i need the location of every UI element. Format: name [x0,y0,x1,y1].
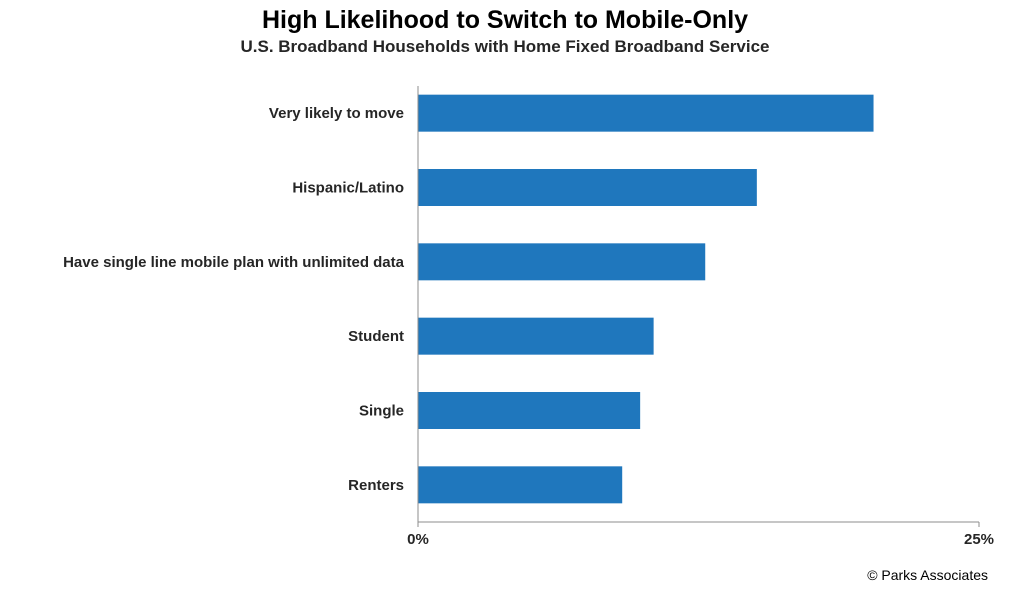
category-label: Single [359,403,404,420]
category-label: Very likely to move [269,105,404,122]
bar-5 [418,466,623,504]
bar-1 [418,169,757,206]
bars-layer [418,94,874,504]
bar-2 [418,243,706,281]
category-label: Renters [348,477,404,494]
chart-title: High Likelihood to Switch to Mobile-Only [261,6,749,34]
x-tick-label: 25% [964,531,994,548]
bar-4 [418,392,641,429]
category-label: Have single line mobile plan with unlimi… [63,254,405,271]
category-labels: Very likely to move Hispanic/Latino Have s… [63,105,405,494]
chart-subtitle: U.S. Broadband Households with Home Fixe… [240,37,770,56]
bar-0 [418,94,874,132]
source-credit: © Parks Associates [867,567,988,583]
x-tick-label: 0% [407,531,429,548]
bar-3 [418,317,654,355]
x-axis: 0% 25% [407,86,994,548]
category-label: Hispanic/Latino [292,180,404,197]
category-label: Student [348,328,404,345]
